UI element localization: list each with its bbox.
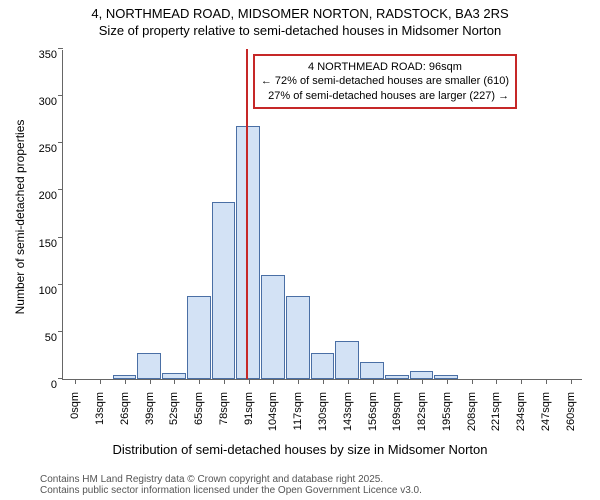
x-tick-mark bbox=[298, 379, 299, 384]
y-tick-mark bbox=[58, 48, 63, 49]
footer-line2: Contains public sector information licen… bbox=[40, 485, 422, 496]
x-tick-label: 247sqm bbox=[540, 392, 552, 442]
x-tick-mark bbox=[496, 379, 497, 384]
x-tick-label: 0sqm bbox=[69, 392, 81, 442]
histogram-bar bbox=[410, 371, 434, 379]
x-tick-label: 234sqm bbox=[515, 392, 527, 442]
histogram-bar bbox=[212, 202, 236, 379]
annotation-line1: 4 NORTHMEAD ROAD: 96sqm bbox=[261, 60, 509, 74]
x-tick-mark bbox=[571, 379, 572, 384]
x-tick-label: 13sqm bbox=[94, 392, 106, 442]
y-tick-label: 50 bbox=[45, 332, 63, 344]
y-tick-mark bbox=[58, 331, 63, 332]
x-tick-mark bbox=[546, 379, 547, 384]
y-tick-label: 300 bbox=[39, 96, 63, 108]
x-tick-mark bbox=[75, 379, 76, 384]
x-tick-mark bbox=[224, 379, 225, 384]
x-tick-mark bbox=[348, 379, 349, 384]
y-tick-label: 0 bbox=[51, 379, 63, 391]
x-tick-label: 65sqm bbox=[193, 392, 205, 442]
y-tick-mark bbox=[58, 237, 63, 238]
y-tick-label: 150 bbox=[39, 238, 63, 250]
histogram-bar bbox=[137, 353, 161, 379]
histogram-bar bbox=[311, 353, 335, 379]
x-tick-label: 221sqm bbox=[490, 392, 502, 442]
histogram-bar bbox=[286, 296, 310, 379]
x-tick-label: 156sqm bbox=[367, 392, 379, 442]
sub-title: Size of property relative to semi-detach… bbox=[0, 21, 600, 38]
x-tick-label: 52sqm bbox=[168, 392, 180, 442]
x-tick-label: 182sqm bbox=[416, 392, 428, 442]
y-tick-label: 350 bbox=[39, 49, 63, 61]
y-tick-label: 200 bbox=[39, 190, 63, 202]
x-tick-label: 91sqm bbox=[243, 392, 255, 442]
footer-line1: Contains HM Land Registry data © Crown c… bbox=[40, 474, 422, 485]
x-tick-mark bbox=[422, 379, 423, 384]
y-tick-mark bbox=[58, 378, 63, 379]
x-tick-label: 169sqm bbox=[391, 392, 403, 442]
x-tick-mark bbox=[100, 379, 101, 384]
x-tick-mark bbox=[521, 379, 522, 384]
x-tick-label: 195sqm bbox=[441, 392, 453, 442]
histogram-bar bbox=[335, 341, 359, 379]
x-tick-mark bbox=[447, 379, 448, 384]
x-tick-mark bbox=[150, 379, 151, 384]
footer: Contains HM Land Registry data © Crown c… bbox=[0, 474, 422, 496]
x-tick-label: 78sqm bbox=[218, 392, 230, 442]
x-axis-label: Distribution of semi-detached houses by … bbox=[0, 442, 600, 457]
histogram-bar bbox=[360, 362, 384, 379]
x-tick-mark bbox=[373, 379, 374, 384]
x-tick-mark bbox=[273, 379, 274, 384]
x-tick-mark bbox=[249, 379, 250, 384]
x-tick-label: 26sqm bbox=[119, 392, 131, 442]
x-tick-mark bbox=[397, 379, 398, 384]
histogram-bar bbox=[236, 126, 260, 379]
histogram-bar bbox=[261, 275, 285, 379]
y-tick-mark bbox=[58, 142, 63, 143]
y-tick-mark bbox=[58, 284, 63, 285]
annotation-box: 4 NORTHMEAD ROAD: 96sqm ← 72% of semi-de… bbox=[253, 54, 517, 109]
x-tick-mark bbox=[174, 379, 175, 384]
histogram-bar bbox=[187, 296, 211, 379]
y-tick-label: 250 bbox=[39, 143, 63, 155]
x-tick-label: 104sqm bbox=[267, 392, 279, 442]
y-tick-mark bbox=[58, 189, 63, 190]
y-tick-mark bbox=[58, 95, 63, 96]
x-tick-mark bbox=[125, 379, 126, 384]
annotation-line3: 27% of semi-detached houses are larger (… bbox=[261, 89, 509, 103]
x-tick-label: 117sqm bbox=[292, 392, 304, 442]
x-tick-label: 260sqm bbox=[565, 392, 577, 442]
x-tick-mark bbox=[199, 379, 200, 384]
x-tick-label: 143sqm bbox=[342, 392, 354, 442]
x-tick-mark bbox=[323, 379, 324, 384]
y-axis-label: Number of semi-detached properties bbox=[13, 117, 27, 317]
y-tick-label: 100 bbox=[39, 285, 63, 297]
x-tick-label: 130sqm bbox=[317, 392, 329, 442]
annotation-line2: ← 72% of semi-detached houses are smalle… bbox=[261, 74, 509, 88]
x-tick-mark bbox=[472, 379, 473, 384]
main-title: 4, NORTHMEAD ROAD, MIDSOMER NORTON, RADS… bbox=[0, 0, 600, 21]
x-tick-label: 208sqm bbox=[466, 392, 478, 442]
x-tick-label: 39sqm bbox=[144, 392, 156, 442]
reference-line bbox=[246, 49, 248, 379]
